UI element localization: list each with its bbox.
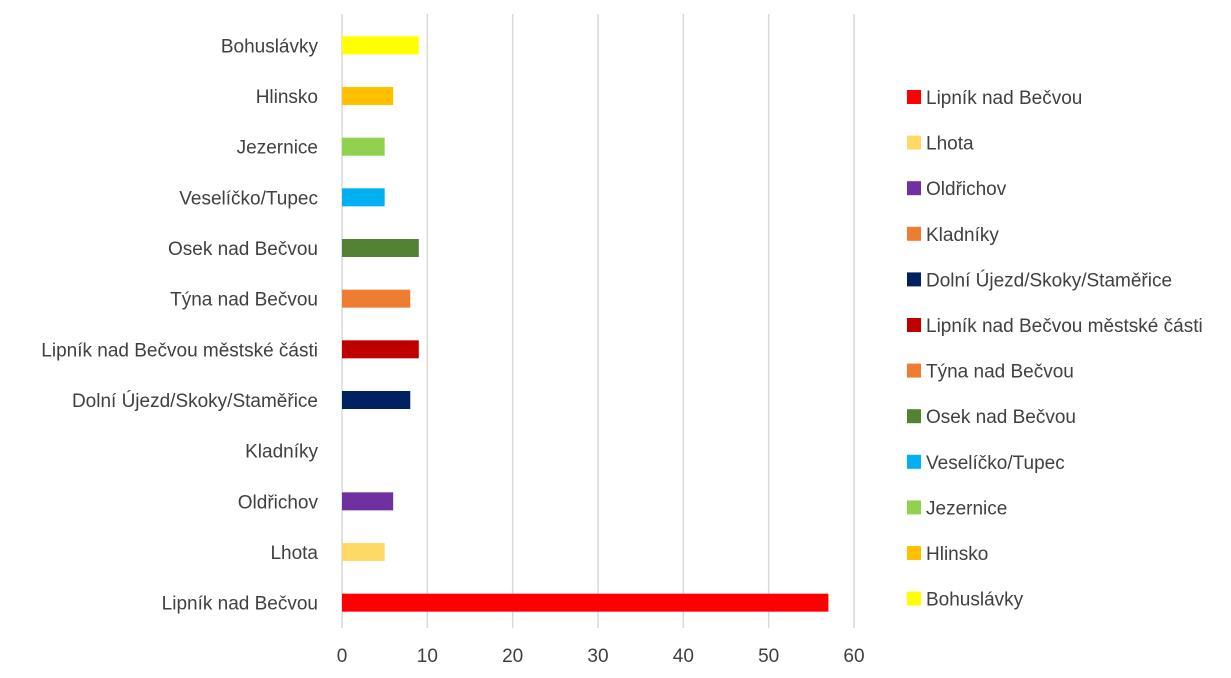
bar [342, 137, 385, 156]
bar [342, 289, 411, 308]
legend-swatch [907, 546, 921, 560]
bars [342, 36, 829, 612]
category-label: Lhota [270, 543, 318, 564]
legend-swatch [907, 591, 921, 606]
legend: Lipník nad Bečvou Lhota Oldřichov Kladníky D… [907, 88, 1203, 611]
bar [342, 492, 394, 511]
category-label: Osek nad Bečvou [168, 239, 318, 260]
x-tick-label: 30 [587, 646, 608, 667]
bar [342, 239, 419, 257]
legend-swatch [907, 135, 921, 150]
legend-label: Dolní Újezd/Skoky/Staměřice [926, 269, 1172, 291]
x-tick-label: 40 [673, 646, 694, 667]
x-tick-label: 0 [337, 646, 348, 667]
category-label: Veselíčko/Tupec [179, 188, 318, 209]
legend-swatch [907, 181, 921, 196]
legend-label: Jezernice [926, 498, 1007, 519]
legend-label: Osek nad Bečvou [926, 407, 1076, 428]
legend-swatch [907, 454, 921, 469]
legend-label: Lipník nad Bečvou městské části [926, 316, 1203, 337]
category-label: Dolní Újezd/Skoky/Staměřice [72, 390, 318, 412]
legend-label: Týna nad Bečvou [926, 362, 1074, 383]
legend-swatch [907, 409, 921, 424]
bar [342, 87, 394, 105]
legend-label: Bohuslávky [926, 590, 1024, 611]
category-labels: Lipník nad Bečvou Lhota Oldřichov Kladníky D… [41, 36, 318, 614]
bar [342, 36, 419, 55]
legend-swatch [907, 272, 921, 287]
legend-swatch [907, 500, 921, 515]
legend-label: Lipník nad Bečvou [926, 88, 1082, 109]
x-axis-tick-labels: 0 10 20 30 40 50 60 [337, 646, 865, 667]
x-tick-label: 20 [502, 646, 523, 667]
grid-lines [341, 14, 855, 628]
category-label: Lipník nad Bečvou [162, 594, 318, 615]
legend-swatch [907, 318, 921, 332]
bar [342, 188, 385, 207]
category-label: Jezernice [237, 138, 318, 159]
x-tick-label: 60 [843, 646, 864, 667]
category-label: Hlinsko [256, 87, 318, 108]
legend-swatch [907, 90, 921, 104]
category-label: Bohuslávky [221, 36, 319, 57]
bar [342, 391, 411, 409]
x-tick-label: 10 [417, 646, 438, 667]
legend-label: Kladníky [926, 225, 999, 246]
bar [342, 340, 419, 359]
legend-swatch [907, 363, 921, 378]
category-label: Kladníky [245, 442, 318, 463]
bar [342, 593, 829, 612]
category-label: Týna nad Bečvou [170, 290, 318, 311]
legend-label: Veselíčko/Tupec [926, 453, 1065, 474]
x-tick-label: 50 [758, 646, 779, 667]
legend-label: Lhota [926, 134, 974, 155]
bar [342, 543, 385, 561]
legend-label: Hlinsko [926, 544, 988, 565]
legend-label: Oldřichov [926, 179, 1007, 200]
category-label: Oldřichov [238, 492, 319, 513]
legend-swatch [907, 226, 921, 241]
category-label: Lipník nad Bečvou městské části [41, 340, 318, 361]
